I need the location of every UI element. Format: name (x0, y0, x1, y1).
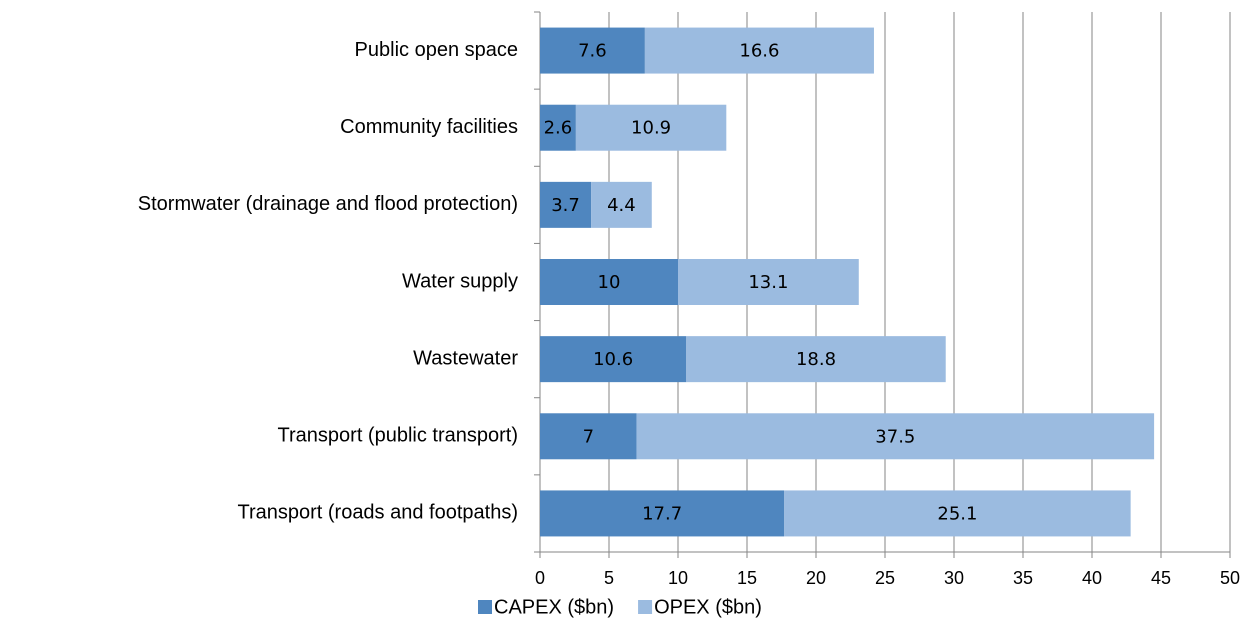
y-tick-label: Transport (roads and footpaths) (237, 502, 518, 524)
bar (591, 181, 652, 228)
x-tick-label: 25 (875, 568, 895, 588)
legend-swatch (638, 600, 653, 614)
data-label: 3.7 (551, 195, 580, 216)
data-label: 10 (598, 272, 621, 293)
data-label: 25.1 (937, 503, 977, 524)
y-tick-label: Transport (public transport) (278, 425, 518, 447)
x-tick-label: 35 (1013, 568, 1033, 588)
legend-label: OPEX ($bn) (654, 596, 762, 618)
x-tick-label: 10 (668, 568, 688, 588)
bar (678, 259, 859, 305)
bar (644, 27, 874, 74)
data-label: 7.6 (578, 41, 607, 62)
legend-label: CAPEX ($bn) (494, 596, 614, 618)
data-label: 10.9 (631, 118, 671, 139)
x-tick-label: 30 (944, 568, 964, 588)
y-tick-label: Wastewater (413, 347, 518, 369)
y-tick-label: Water supply (402, 270, 518, 292)
bar (686, 336, 946, 383)
x-tick-label: 20 (806, 568, 826, 588)
bar (575, 104, 727, 151)
bar (540, 413, 637, 460)
bar (784, 490, 1131, 537)
legend-swatch (478, 600, 492, 614)
data-label: 18.8 (796, 349, 836, 370)
x-tick-label: 0 (535, 568, 545, 588)
x-tick-label: 45 (1151, 568, 1171, 588)
y-tick-label: Public open space (355, 39, 518, 61)
bar (540, 336, 687, 383)
y-tick-label: Community facilities (340, 116, 518, 138)
data-label: 7 (583, 426, 594, 447)
data-label: 17.7 (642, 503, 682, 524)
bar (540, 27, 645, 74)
bar (636, 413, 1155, 460)
x-tick-label: 15 (737, 568, 757, 588)
data-label: 37.5 (875, 426, 915, 447)
data-label: 10.6 (593, 349, 633, 370)
data-label: 16.6 (739, 41, 779, 62)
data-label: 13.1 (748, 272, 788, 293)
x-tick-label: 50 (1220, 568, 1240, 588)
y-tick-label: Stormwater (drainage and flood protectio… (138, 193, 518, 215)
x-tick-label: 40 (1082, 568, 1102, 588)
bar (540, 181, 592, 228)
bar (540, 490, 785, 537)
x-tick-label: 5 (604, 568, 614, 588)
bar (540, 259, 678, 305)
data-label: 4.4 (607, 195, 636, 216)
data-label: 2.6 (544, 118, 573, 139)
bar (540, 104, 576, 151)
